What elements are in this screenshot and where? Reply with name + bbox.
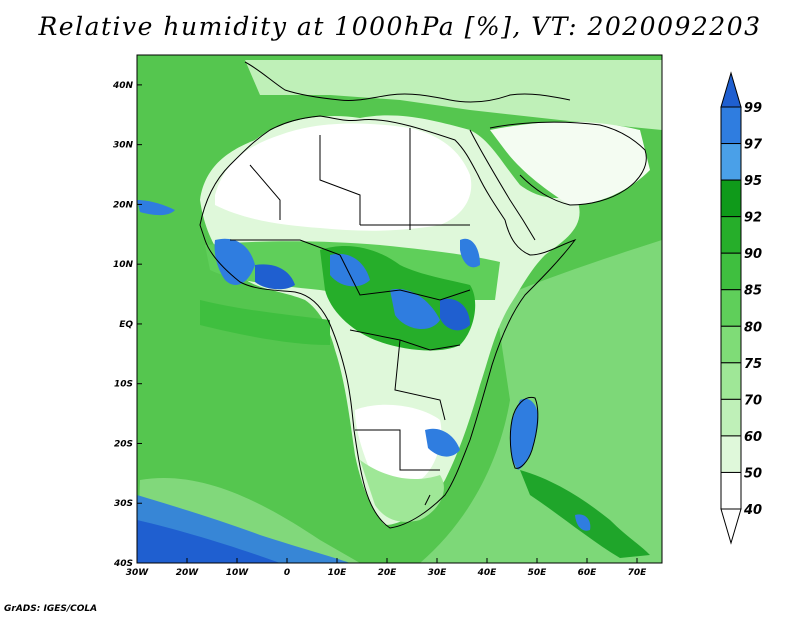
- latitude-axis: 40N 30N 20N 10N EQ 10S 20S 30S 40S: [112, 81, 142, 569]
- lat-tick-label: 30N: [113, 141, 134, 151]
- colorbar-segment: [720, 362, 742, 400]
- lon-tick-label: 10E: [328, 568, 348, 578]
- credit-label: GrADS: IGES/COLA: [4, 604, 98, 614]
- lon-tick-label: 30E: [428, 568, 448, 578]
- lon-tick-label: 10W: [226, 568, 250, 578]
- lat-tick-label: 40S: [113, 559, 133, 569]
- lon-tick-label: 20E: [378, 568, 398, 578]
- lon-tick-label: 60E: [578, 568, 598, 578]
- colorbar-label: 85: [744, 284, 762, 299]
- lat-tick-label: 40N: [112, 81, 134, 91]
- lat-tick-label: 10S: [114, 380, 133, 390]
- colorbar-segment: [720, 289, 742, 327]
- colorbar-segment: [720, 179, 742, 218]
- lon-tick-label: 40E: [477, 568, 498, 578]
- map-field: [137, 55, 662, 563]
- lat-tick-label: 20N: [113, 200, 134, 210]
- colorbar-segment: [720, 471, 742, 510]
- lon-tick-label: 0: [284, 568, 290, 578]
- coastlines: [199, 61, 647, 529]
- colorbar-segment: [720, 435, 742, 473]
- longitude-axis: 30W 20W 10W 0 10E 20E 30E 40E 50E 60E 70E: [126, 558, 647, 578]
- colorbar-segment: [720, 252, 742, 291]
- colorbar-label: 50: [744, 466, 762, 481]
- colorbar-max-triangle: [720, 71, 742, 108]
- lat-tick-label: 20S: [114, 439, 133, 449]
- colorbar-label: 90: [744, 247, 762, 262]
- colorbar-segment: [720, 143, 742, 181]
- colorbar-segment: [720, 325, 742, 364]
- lat-tick-label: 10N: [113, 260, 134, 270]
- lat-tick-label: 30S: [114, 499, 133, 509]
- colorbar-label: 92: [744, 211, 762, 226]
- lon-tick-label: 50E: [528, 568, 548, 578]
- lon-tick-label: 30W: [126, 568, 150, 578]
- lon-tick-label: 70E: [628, 568, 648, 578]
- colorbar-label: 40: [743, 503, 762, 518]
- colorbar-segment: [720, 398, 742, 437]
- colorbar-label: 75: [744, 357, 762, 372]
- colorbar-min-triangle: [720, 508, 742, 545]
- colorbar-label: 99: [744, 101, 762, 116]
- lon-tick-label: 20W: [176, 568, 200, 578]
- colorbar-segment: [720, 216, 742, 254]
- map-title: Relative humidity at 1000hPa [%], VT: 20…: [38, 12, 762, 41]
- plot-frame: [136, 54, 663, 564]
- colorbar-label: 60: [744, 430, 762, 445]
- colorbar-label: 80: [744, 320, 762, 335]
- colorbar-label: 97: [744, 138, 763, 153]
- lat-tick-label: EQ: [119, 320, 133, 330]
- colorbar: 99 97 95 92 90 85 80 75 70 60 50 40: [720, 71, 763, 545]
- colorbar-segment: [720, 106, 742, 145]
- colorbar-label: 70: [744, 393, 762, 408]
- colorbar-label: 95: [744, 174, 762, 189]
